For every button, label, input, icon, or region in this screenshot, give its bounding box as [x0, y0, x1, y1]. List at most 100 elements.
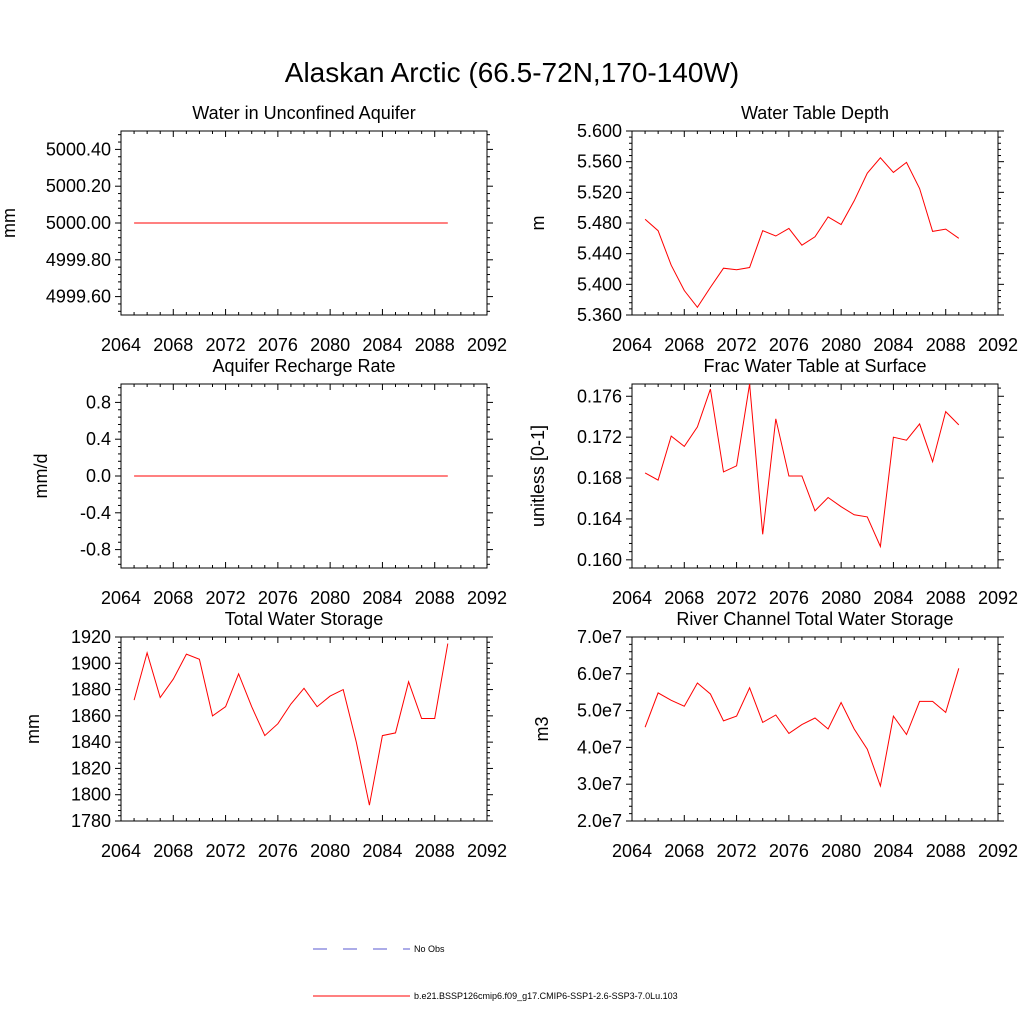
x-tick-label: 2092 — [978, 841, 1018, 861]
y-tick-label: 2.0e7 — [577, 811, 622, 831]
y-tick-label: 0.160 — [577, 550, 622, 570]
y-tick-label: 1860 — [71, 706, 111, 726]
y-tick-label: 3.0e7 — [577, 774, 622, 794]
x-tick-label: 2084 — [362, 841, 402, 861]
panels: Water in Unconfined Aquifer mm 2064 2068 207… — [0, 103, 1018, 861]
panel-4: Frac Water Table at Surface unitless [0-1… — [528, 356, 1018, 608]
x-tick-label: 2092 — [467, 588, 507, 608]
panel-title: Water in Unconfined Aquifer — [192, 103, 415, 123]
x-tick-label: 2076 — [258, 588, 298, 608]
y-tick-label: 0.164 — [577, 509, 622, 529]
x-tick-label: 2068 — [153, 841, 193, 861]
y-tick-label: 5.600 — [577, 121, 622, 141]
x-tick-label: 2064 — [101, 335, 141, 355]
panel-title: Frac Water Table at Surface — [703, 356, 926, 376]
x-tick-label: 2076 — [769, 335, 809, 355]
x-tick-label: 2088 — [415, 588, 455, 608]
y-tick-label: 4.0e7 — [577, 737, 622, 757]
y-tick-label: 5.0e7 — [577, 701, 622, 721]
y-tick-label: 5000.20 — [46, 176, 111, 196]
series-line — [133, 643, 449, 806]
y-tick-label: 0.172 — [577, 427, 622, 447]
y-tick-label: 6.0e7 — [577, 664, 622, 684]
series-line — [644, 383, 960, 549]
x-tick-label: 2072 — [206, 588, 246, 608]
y-tick-label: 5000.00 — [46, 213, 111, 233]
x-tick-label: 2088 — [926, 841, 966, 861]
x-tick-label: 2080 — [821, 335, 861, 355]
plot-frame — [631, 383, 999, 569]
y-tick-label: 0.8 — [86, 392, 111, 412]
y-tick-label: 5.560 — [577, 152, 622, 172]
y-tick-label: 1880 — [71, 680, 111, 700]
x-tick-label: 2084 — [362, 335, 402, 355]
plot-frame — [120, 636, 488, 822]
y-axis-label: m — [528, 216, 548, 231]
x-tick-label: 2076 — [258, 335, 298, 355]
y-tick-label: -0.4 — [80, 503, 111, 523]
panel-title: Water Table Depth — [741, 103, 889, 123]
panel-title: River Channel Total Water Storage — [676, 609, 953, 629]
legend-model-label: b.e21.BSSP126cmip6.f09_g17.CMIP6-SSP1-2.… — [414, 991, 678, 1001]
y-tick-label: 1920 — [71, 627, 111, 647]
y-tick-label: 1780 — [71, 811, 111, 831]
y-tick-label: 1820 — [71, 758, 111, 778]
x-tick-label: 2092 — [467, 841, 507, 861]
x-tick-label: 2076 — [769, 841, 809, 861]
y-tick-label: 0.176 — [577, 386, 622, 406]
x-tick-label: 2092 — [978, 335, 1018, 355]
figure-title: Alaskan Arctic (66.5-72N,170-140W) — [285, 57, 739, 88]
x-tick-label: 2088 — [415, 841, 455, 861]
x-tick-label: 2072 — [206, 841, 246, 861]
series-line — [644, 668, 960, 788]
x-tick-label: 2068 — [664, 335, 704, 355]
x-tick-label: 2064 — [101, 841, 141, 861]
x-tick-label: 2076 — [258, 841, 298, 861]
x-tick-label: 2080 — [821, 841, 861, 861]
x-tick-label: 2064 — [101, 588, 141, 608]
plot-frame — [631, 636, 999, 822]
x-tick-label: 2068 — [153, 335, 193, 355]
x-tick-label: 2088 — [415, 335, 455, 355]
x-tick-label: 2068 — [664, 841, 704, 861]
x-tick-label: 2072 — [717, 841, 757, 861]
x-tick-label: 2072 — [717, 335, 757, 355]
y-tick-label: 5.360 — [577, 305, 622, 325]
x-tick-label: 2080 — [821, 588, 861, 608]
legend: No Obs b.e21.BSSP126cmip6.f09_g17.CMIP6-… — [313, 944, 678, 1001]
x-tick-label: 2068 — [153, 588, 193, 608]
x-tick-label: 2084 — [873, 841, 913, 861]
y-axis-label: m3 — [532, 716, 552, 741]
x-tick-label: 2084 — [873, 335, 913, 355]
y-tick-label: 5.520 — [577, 182, 622, 202]
panel-3: Aquifer Recharge Rate mm/d 2064 2068 2072 207… — [31, 356, 507, 608]
y-axis-label: mm/d — [31, 454, 51, 499]
y-tick-label: 1800 — [71, 785, 111, 805]
y-tick-label: 0.168 — [577, 468, 622, 488]
y-tick-label: 7.0e7 — [577, 627, 622, 647]
x-tick-label: 2080 — [310, 841, 350, 861]
y-axis-label: unitless [0-1] — [528, 425, 548, 527]
panel-title: Aquifer Recharge Rate — [212, 356, 395, 376]
x-tick-label: 2064 — [612, 335, 652, 355]
y-tick-label: 1840 — [71, 732, 111, 752]
y-tick-label: 4999.60 — [46, 287, 111, 307]
panel-title: Total Water Storage — [225, 609, 383, 629]
y-tick-label: 5.480 — [577, 213, 622, 233]
y-tick-label: 0.0 — [86, 466, 111, 486]
panel-1: Water in Unconfined Aquifer mm 2064 2068 207… — [0, 103, 507, 355]
y-axis-label: mm — [23, 714, 43, 744]
x-tick-label: 2072 — [717, 588, 757, 608]
x-tick-label: 2080 — [310, 335, 350, 355]
x-tick-label: 2088 — [926, 335, 966, 355]
x-tick-label: 2084 — [362, 588, 402, 608]
x-tick-label: 2092 — [467, 335, 507, 355]
x-tick-label: 2080 — [310, 588, 350, 608]
x-tick-label: 2088 — [926, 588, 966, 608]
plot-frame — [631, 130, 999, 316]
legend-obs-label: No Obs — [414, 944, 445, 954]
x-tick-label: 2064 — [612, 841, 652, 861]
y-tick-label: 5.440 — [577, 244, 622, 264]
x-tick-label: 2068 — [664, 588, 704, 608]
y-axis-label: mm — [0, 208, 19, 238]
